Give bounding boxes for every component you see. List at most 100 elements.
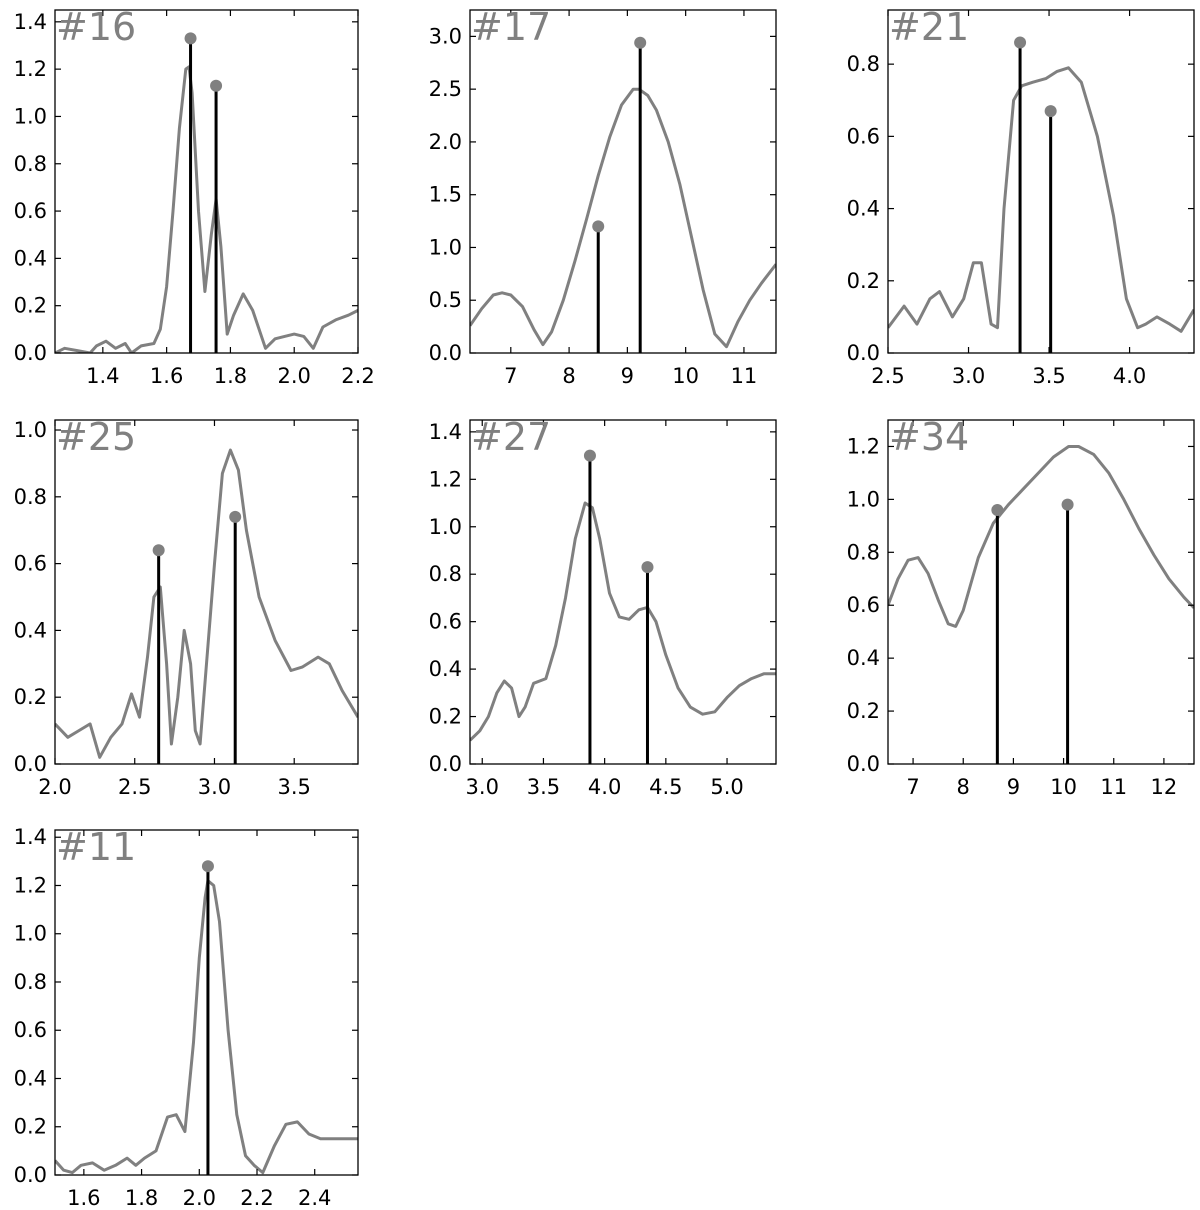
amplitude-curve xyxy=(470,501,776,742)
y-tick-label: 0.4 xyxy=(847,197,880,221)
y-tick-label: 0.8 xyxy=(14,970,47,994)
y-tick-label: 0.8 xyxy=(14,152,47,176)
panel-label: #16 xyxy=(56,5,136,49)
x-tick-label: 2.5 xyxy=(118,775,151,799)
x-tick-label: 3.5 xyxy=(527,775,560,799)
panel-7: 1.6 1.8 2.0 2.2 2.4 0.0 0.2 0.4 0.6 0.8 1.0 1.2 1.4 #… xyxy=(14,825,359,1210)
axes-frame xyxy=(54,419,359,765)
y-tick-label: 0.6 xyxy=(429,610,462,634)
y-tick-label: 0.0 xyxy=(14,1163,47,1187)
amplitude-curve xyxy=(55,879,358,1175)
stem-marker xyxy=(641,561,654,574)
panel-5: 3.0 3.5 4.0 4.5 5.0 0.0 0.2 0.4 0.6 0.8 1.0 1.2 1.4 #… xyxy=(429,415,777,799)
y-tick-label: 1.0 xyxy=(14,418,47,442)
y-tick-label: 1.4 xyxy=(14,825,47,849)
x-tick-label: 11 xyxy=(731,364,758,388)
x-tick-label: 5.0 xyxy=(710,775,743,799)
panel-label: #25 xyxy=(56,415,136,459)
panel-4: 2.0 2.5 3.0 3.5 0.0 0.2 0.4 0.6 0.8 1.0 #25 xyxy=(14,415,359,799)
x-tick-label: 3.0 xyxy=(198,775,231,799)
x-tick-label: 11 xyxy=(1100,775,1127,799)
stem-marker xyxy=(152,544,165,557)
y-tick-label: 3.0 xyxy=(429,24,462,48)
y-tick-label: 0.8 xyxy=(14,485,47,509)
x-tick-label: 9 xyxy=(1007,775,1020,799)
panel-6: 7 8 9 10 11 12 0.0 0.2 0.4 0.6 0.8 1.0 1.2 #34 xyxy=(847,415,1195,799)
stem-marker xyxy=(1044,105,1057,118)
stem-marker xyxy=(229,510,242,523)
y-tick-label: 1.0 xyxy=(14,922,47,946)
panel-2: 7 8 9 10 11 0.0 0.5 1.0 1.5 2.0 2.5 3.0 #17 xyxy=(429,5,777,388)
x-tick-label: 1.8 xyxy=(214,364,247,388)
y-tick-label: 0.6 xyxy=(14,1018,47,1042)
x-tick-label: 2.0 xyxy=(38,775,71,799)
x-tick-label: 10 xyxy=(1050,775,1077,799)
x-tick-label: 3.0 xyxy=(952,364,985,388)
stem-marker xyxy=(184,32,197,45)
y-tick-label: 0.5 xyxy=(429,288,462,312)
y-tick-label: 1.2 xyxy=(14,873,47,897)
y-tick-label: 1.2 xyxy=(847,434,880,458)
y-tick-label: 0.8 xyxy=(429,562,462,586)
x-tick-label: 9 xyxy=(621,364,634,388)
x-tick-label: 1.4 xyxy=(86,364,119,388)
amplitude-curve xyxy=(55,65,358,353)
panel-label: #34 xyxy=(889,415,969,459)
x-tick-label: 1.6 xyxy=(67,1186,100,1210)
y-tick-label: 0.4 xyxy=(14,1066,47,1090)
y-tick-label: 2.0 xyxy=(429,130,462,154)
stem-marker xyxy=(991,503,1004,516)
panel-1: 1.4 1.6 1.8 2.0 2.2 0.0 0.2 0.4 0.6 0.8 1.0 1.2 1.4 #… xyxy=(14,5,375,388)
panel-label: #21 xyxy=(889,5,969,49)
x-tick-label: 2.4 xyxy=(298,1186,331,1210)
stem-marker xyxy=(201,860,214,873)
y-tick-label: 0.4 xyxy=(847,646,880,670)
panel-label: #27 xyxy=(471,415,551,459)
x-tick-label: 3.5 xyxy=(1032,364,1065,388)
y-tick-label: 0.0 xyxy=(14,341,47,365)
y-tick-label: 0.6 xyxy=(847,593,880,617)
x-tick-label: 2.0 xyxy=(278,364,311,388)
y-tick-label: 1.4 xyxy=(14,10,47,34)
stem-marker xyxy=(634,36,647,49)
amplitude-curve xyxy=(888,445,1194,628)
x-tick-label: 2.0 xyxy=(183,1186,216,1210)
y-tick-label: 1.0 xyxy=(429,235,462,259)
stem-marker xyxy=(210,79,223,92)
stem-marker xyxy=(592,220,605,233)
stem-marker xyxy=(583,449,596,462)
axes-frame xyxy=(887,9,1195,354)
x-tick-label: 4.5 xyxy=(649,775,682,799)
panel-label: #17 xyxy=(471,5,551,49)
y-tick-label: 0.2 xyxy=(847,699,880,723)
x-tick-label: 8 xyxy=(957,775,970,799)
y-tick-label: 0.8 xyxy=(847,52,880,76)
y-tick-label: 1.2 xyxy=(14,57,47,81)
y-tick-label: 0.2 xyxy=(14,1115,47,1139)
x-tick-label: 2.2 xyxy=(240,1186,273,1210)
axes-frame xyxy=(887,419,1195,765)
amplitude-curve xyxy=(470,87,776,349)
panel-3: 2.5 3.0 3.5 4.0 0.0 0.2 0.4 0.6 0.8 #21 xyxy=(847,5,1195,388)
x-tick-label: 7 xyxy=(504,364,517,388)
x-tick-label: 1.8 xyxy=(125,1186,158,1210)
y-tick-label: 1.0 xyxy=(847,487,880,511)
panel-label: #11 xyxy=(56,825,136,869)
x-tick-label: 12 xyxy=(1151,775,1178,799)
amplitude-curve xyxy=(888,66,1194,333)
x-tick-label: 3.0 xyxy=(466,775,499,799)
y-tick-label: 0.0 xyxy=(429,752,462,776)
y-tick-label: 0.6 xyxy=(14,199,47,223)
x-tick-label: 4.0 xyxy=(1113,364,1146,388)
x-tick-label: 3.5 xyxy=(278,775,311,799)
axes-frame xyxy=(54,9,359,354)
stem-marker xyxy=(1061,498,1074,511)
x-tick-label: 4.0 xyxy=(588,775,621,799)
x-tick-label: 7 xyxy=(906,775,919,799)
y-tick-label: 1.0 xyxy=(14,104,47,128)
y-tick-label: 0.8 xyxy=(847,540,880,564)
y-tick-label: 1.5 xyxy=(429,183,462,207)
x-tick-label: 8 xyxy=(562,364,575,388)
y-tick-label: 1.2 xyxy=(429,467,462,491)
